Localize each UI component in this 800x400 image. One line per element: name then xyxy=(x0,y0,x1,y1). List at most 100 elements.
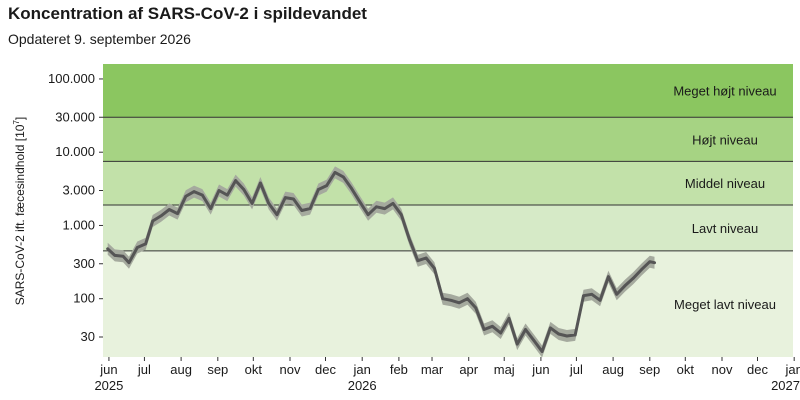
series-point xyxy=(449,299,453,302)
series-point xyxy=(341,175,345,179)
x-tick-label: feb xyxy=(390,362,408,377)
y-tick-label: 30.000 xyxy=(55,109,95,124)
series-point xyxy=(466,297,469,301)
series-point xyxy=(441,297,444,301)
series-point xyxy=(499,331,502,335)
y-tick-label: 1.000 xyxy=(62,217,95,232)
series-point xyxy=(333,171,337,174)
level-band-label: Lavt niveau xyxy=(692,221,759,236)
y-axis-label-close: ] xyxy=(13,117,27,120)
x-tick-label: jul xyxy=(569,362,583,377)
level-band-boundaries xyxy=(103,116,793,252)
series-point xyxy=(144,242,147,246)
series-point xyxy=(424,256,428,260)
x-year-label: 2026 xyxy=(348,378,377,393)
series-point xyxy=(159,214,163,218)
series-point xyxy=(106,247,110,251)
series-point xyxy=(399,213,403,217)
x-tick-label: mar xyxy=(421,362,444,377)
series-point xyxy=(136,246,139,249)
x-tick-label: nov xyxy=(712,362,733,377)
x-tick-label: maj xyxy=(494,362,515,377)
series-confidence-band xyxy=(107,166,655,358)
series-point xyxy=(573,333,577,337)
x-year-label: 2027 xyxy=(771,378,800,393)
series-point xyxy=(113,254,117,257)
x-tick-label: jan xyxy=(785,362,800,377)
series-point xyxy=(275,213,279,217)
series-point xyxy=(549,326,552,330)
series-point xyxy=(308,207,312,210)
x-tick-label: jul xyxy=(137,362,151,377)
series-point xyxy=(350,187,353,190)
series-point xyxy=(590,292,594,296)
x-tick-label: sep xyxy=(207,362,228,377)
series-point xyxy=(192,190,196,193)
series-point xyxy=(383,207,386,210)
series-point xyxy=(416,259,420,263)
level-band xyxy=(103,205,793,251)
series-point xyxy=(582,294,585,297)
level-band-label: Højt niveau xyxy=(692,132,758,147)
series-point xyxy=(127,261,131,265)
level-band xyxy=(103,117,793,162)
series-point xyxy=(631,276,635,280)
level-band-label: Meget højt niveau xyxy=(673,84,776,99)
y-tick-label: 100.000 xyxy=(48,71,95,86)
series-line xyxy=(106,170,656,353)
x-tick-label: jan xyxy=(353,362,371,377)
x-tick-label: nov xyxy=(280,362,301,377)
chart-title: Koncentration af SARS-CoV-2 i spildevand… xyxy=(8,4,367,23)
series-point xyxy=(648,260,652,263)
series-point xyxy=(242,188,246,191)
series-point xyxy=(250,202,254,205)
series-point xyxy=(366,213,370,217)
level-band-label: Meget lavt niveau xyxy=(674,297,776,312)
series-point xyxy=(209,207,213,210)
series-point xyxy=(217,189,221,192)
series-point xyxy=(457,301,461,305)
series-point xyxy=(259,181,262,185)
level-bands xyxy=(103,64,793,357)
chart-subtitle: Opdateret 9. september 2026 xyxy=(8,31,191,47)
x-tick-label: okt xyxy=(677,362,695,377)
series-point xyxy=(151,219,155,223)
series-point xyxy=(391,202,395,205)
level-band-label: Middel niveau xyxy=(685,176,765,191)
x-tick-label: jun xyxy=(531,362,549,377)
x-tick-label: aug xyxy=(602,362,624,377)
y-tick-label: 300 xyxy=(73,256,95,271)
series-point xyxy=(375,205,378,209)
series-point xyxy=(515,342,519,346)
series-point xyxy=(167,208,171,211)
series-point xyxy=(491,324,494,328)
series-point xyxy=(615,292,618,296)
series-point xyxy=(317,188,320,191)
series-point xyxy=(408,238,411,241)
y-tick-label: 3.000 xyxy=(62,183,95,198)
level-band-labels: Meget lavt niveau Lavt niveau Middel nivea… xyxy=(673,84,776,312)
x-tick-label: aug xyxy=(170,362,192,377)
series-point xyxy=(524,328,527,331)
series-point xyxy=(184,195,188,198)
y-axis-label-exponent: 7 xyxy=(12,120,21,125)
series-point xyxy=(623,284,627,288)
x-year-label: 2025 xyxy=(94,378,123,393)
x-tick-label: okt xyxy=(245,362,263,377)
series-point xyxy=(292,197,295,201)
series-point xyxy=(433,267,436,270)
x-tick-label: apr xyxy=(459,362,478,377)
series-point xyxy=(201,193,204,197)
series-layer xyxy=(106,166,656,358)
series-point xyxy=(234,179,237,182)
series-point xyxy=(540,350,544,353)
axis-layer: 30 100 300 1.000 3.000 10.000 30.000 100.000 jun… xyxy=(48,71,800,393)
y-tick-label: 30 xyxy=(81,329,95,344)
series-point xyxy=(283,196,287,199)
series-point xyxy=(507,317,511,320)
x-tick-label: dec xyxy=(315,362,336,377)
x-tick-label: dec xyxy=(747,362,768,377)
y-axis-label-text: SARS-CoV-2 ift. fæcesindhold [10 xyxy=(13,124,27,305)
